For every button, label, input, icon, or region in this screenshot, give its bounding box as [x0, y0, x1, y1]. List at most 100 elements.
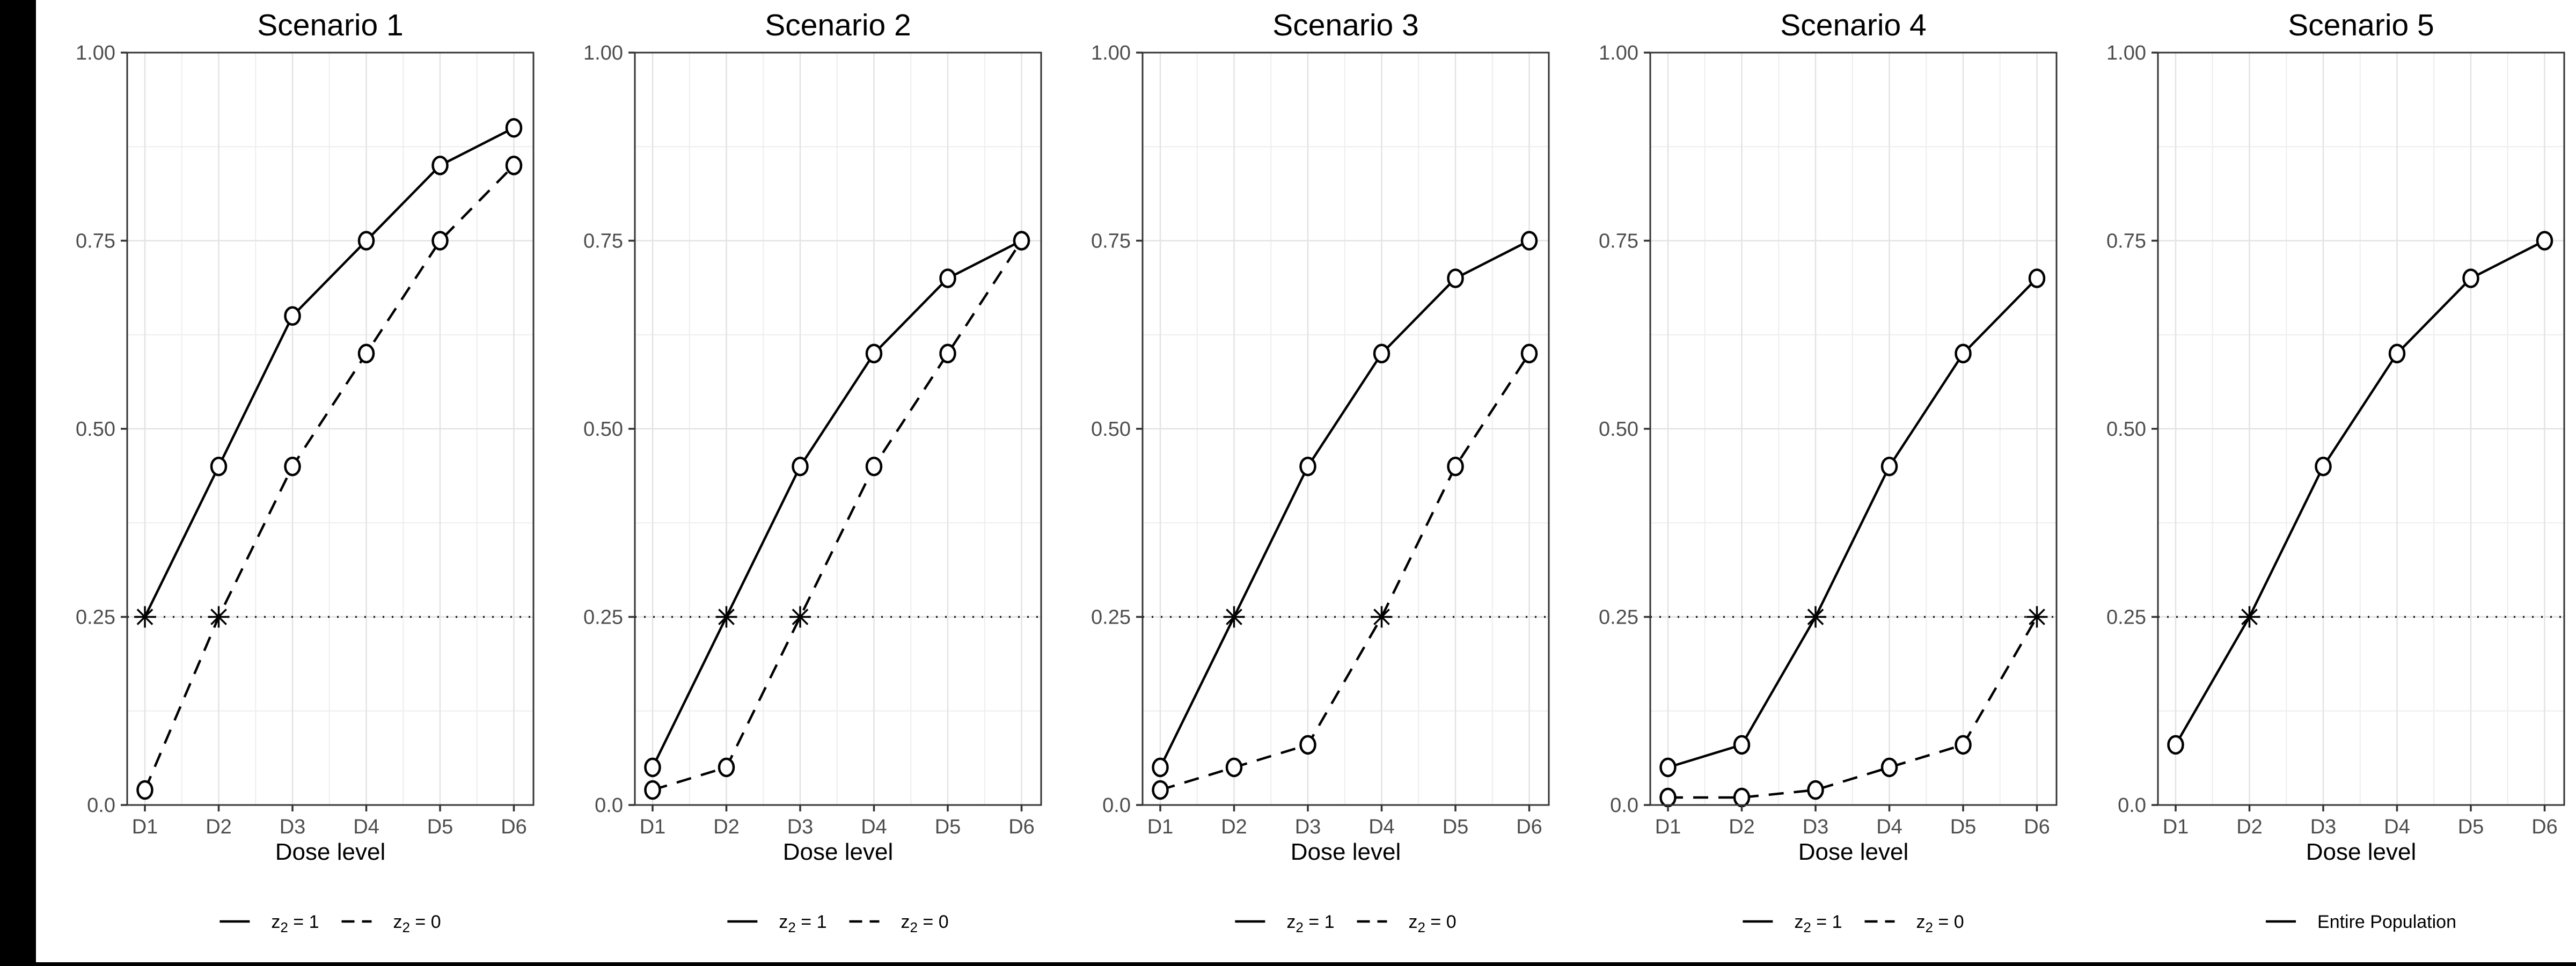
star-marker [208, 606, 230, 628]
plot-area: 1.00 0.75 0.50 0.25 0.0 D1 D2 D3 D4 D5 D6 [2106, 42, 2565, 838]
series-line-solid [143, 127, 515, 618]
x-tick-label: D5 [427, 816, 453, 838]
data-point [357, 343, 375, 364]
legend-label: z2 = 1 [1286, 912, 1334, 935]
panel-title: Scenario 3 [1272, 8, 1419, 42]
y-tick-label: 0.75 [76, 230, 115, 253]
x-tick-label: D3 [280, 816, 306, 838]
x-tick-label: D6 [2024, 816, 2050, 838]
data-point [1880, 757, 1898, 778]
data-point [505, 156, 523, 175]
series-line-solid [1667, 277, 2038, 769]
legend-label: z2 = 1 [271, 912, 319, 935]
star-marker [2026, 606, 2048, 628]
legend-label: z2 = 0 [1409, 912, 1457, 935]
data-point [1225, 757, 1243, 778]
x-tick-label: D3 [787, 816, 814, 838]
x-tick-label: D4 [2384, 816, 2410, 838]
series-line-dashed [652, 240, 1023, 792]
plot-area: 1.00 0.75 0.50 0.25 0.0 D1 D2 D3 D4 D5 D6 [1091, 42, 1550, 838]
data-point [939, 268, 956, 288]
x-tick-label: D5 [1950, 816, 1977, 838]
x-tick-label: D6 [2531, 816, 2558, 838]
y-tick-label: 0.25 [76, 606, 115, 629]
y-tick-label: 0.25 [1091, 606, 1131, 629]
star-marker [715, 606, 737, 628]
data-point [2388, 343, 2406, 364]
x-tick-label: D2 [713, 816, 740, 838]
x-tick-label: D6 [1516, 816, 1542, 838]
y-tick-label: 0.75 [1091, 230, 1131, 253]
data-point [1520, 231, 1538, 251]
y-tick-label: 1.00 [1091, 42, 1131, 64]
data-point [1807, 780, 1824, 800]
legend-label: z2 = 1 [779, 912, 826, 935]
y-tick-label: 0.25 [1599, 606, 1638, 629]
x-axis-title: Dose level [2306, 839, 2416, 865]
series-line-solid [1159, 239, 1530, 768]
data-point [865, 456, 883, 477]
data-point [2028, 268, 2046, 288]
x-tick-label: D5 [2458, 816, 2484, 838]
x-tick-label: D4 [1368, 816, 1395, 838]
panel-title: Scenario 4 [1780, 8, 1927, 42]
data-point [2536, 231, 2553, 251]
x-tick-label: D2 [1221, 816, 1247, 838]
plot-area: 1.00 0.75 0.50 0.25 0.0 D1 D2 D3 D4 D5 D6 [76, 42, 535, 838]
data-point [431, 231, 449, 251]
star-marker [1805, 606, 1826, 628]
y-tick-label: 0.50 [583, 418, 623, 441]
plot-area: 1.00 0.75 0.50 0.25 0.0 D1 D2 D3 D4 D5 D6 [583, 42, 1042, 838]
x-tick-label: D4 [1876, 816, 1902, 838]
y-tick-label: 0.75 [583, 230, 623, 253]
x-tick-label: D3 [1295, 816, 1321, 838]
figure-background [36, 0, 2576, 962]
data-point [1373, 343, 1391, 364]
y-tick-label: 0.50 [76, 418, 115, 441]
y-tick-label: 0.0 [1102, 794, 1131, 817]
x-tick-label: D4 [861, 816, 887, 838]
data-point [1152, 757, 1169, 778]
x-tick-label: D2 [206, 816, 232, 838]
star-marker [1371, 606, 1393, 628]
plot-area: 1.00 0.75 0.50 0.25 0.0 D1 D2 D3 D4 D5 D6 [1599, 42, 2058, 838]
y-tick-label: 0.0 [87, 794, 115, 817]
x-tick-label: D1 [2163, 816, 2189, 838]
star-marker [134, 606, 156, 628]
data-point [1299, 456, 1316, 477]
data-point [284, 456, 301, 477]
data-point [939, 343, 956, 364]
data-point [136, 780, 153, 800]
y-tick-label: 0.50 [1091, 418, 1131, 441]
x-tick-label: D1 [132, 816, 158, 838]
data-point [1955, 735, 1972, 755]
panel-title: Scenario 1 [257, 8, 404, 42]
legend-label: z2 = 0 [393, 912, 441, 935]
legend-label: z2 = 1 [1794, 912, 1842, 935]
data-point [357, 231, 375, 251]
x-tick-label: D5 [935, 816, 961, 838]
legend: Entire Population [2266, 912, 2456, 932]
x-axis-title: Dose level [1291, 839, 1401, 865]
x-axis-title: Dose level [1798, 839, 1908, 865]
x-tick-label: D4 [353, 816, 379, 838]
x-tick-label: D3 [2310, 816, 2337, 838]
data-point [1447, 456, 1464, 477]
y-tick-label: 1.00 [2106, 42, 2146, 64]
x-tick-label: D6 [501, 816, 527, 838]
legend-label: z2 = 0 [1916, 912, 1964, 935]
star-marker [789, 606, 811, 628]
legend: z2 = 1 z2 = 0 [1743, 912, 1964, 935]
y-tick-label: 0.50 [1599, 418, 1638, 441]
data-point [1659, 787, 1677, 808]
data-point [644, 757, 661, 778]
x-axis-title: Dose level [275, 839, 385, 865]
data-point [1880, 456, 1898, 477]
data-point [1520, 343, 1538, 364]
data-point [865, 343, 883, 364]
series-line-dashed [143, 164, 515, 791]
x-tick-label: D5 [1443, 816, 1469, 838]
y-tick-label: 0.50 [2106, 418, 2146, 441]
x-tick-label: D6 [1008, 816, 1035, 838]
